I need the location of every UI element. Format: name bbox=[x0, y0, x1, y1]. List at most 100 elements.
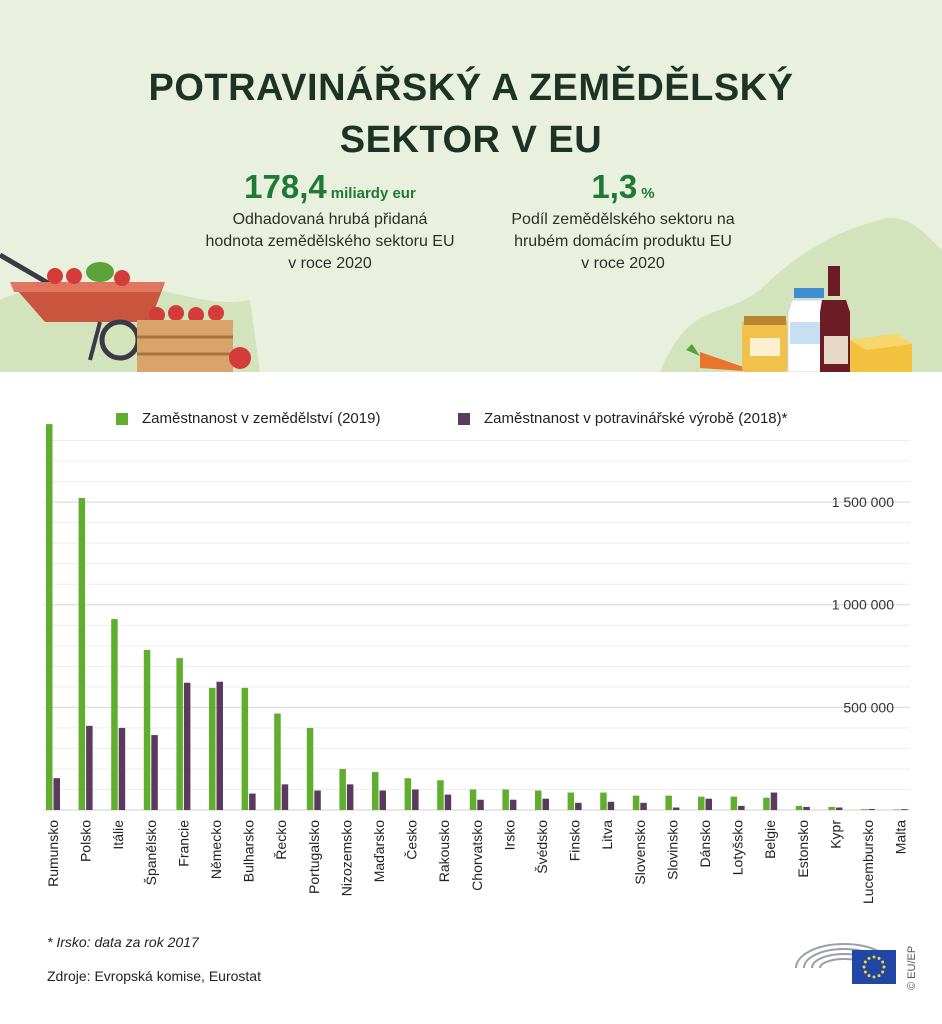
bar-food-1 bbox=[86, 725, 93, 810]
x-tick-label: Chorvatsko bbox=[469, 820, 485, 891]
bar-food-26 bbox=[901, 809, 908, 810]
source-note: Zdroje: Evropská komise, Eurostat bbox=[47, 968, 261, 984]
bar-food-9 bbox=[346, 784, 354, 810]
footnote: * Irsko: data za rok 2017 bbox=[47, 934, 199, 950]
bar-agriculture-21 bbox=[730, 796, 738, 810]
x-tick-label: Nizozemsko bbox=[338, 820, 354, 896]
x-tick-label: Belgie bbox=[762, 820, 778, 859]
bar-agriculture-8 bbox=[306, 727, 314, 810]
stat-gdp-unit: % bbox=[641, 185, 655, 202]
bar-food-12 bbox=[444, 794, 452, 810]
x-tick-label: Slovensko bbox=[632, 820, 648, 885]
bar-agriculture-5 bbox=[209, 687, 216, 810]
bar-food-10 bbox=[379, 790, 386, 810]
bar-agriculture-13 bbox=[469, 789, 477, 810]
stat-gva-unit: miliardy eur bbox=[330, 185, 416, 202]
x-tick-label: Lotyšsko bbox=[730, 820, 746, 875]
bar-agriculture-22 bbox=[763, 797, 770, 810]
bar-food-19 bbox=[672, 807, 680, 810]
legend-swatch-agriculture bbox=[116, 412, 128, 425]
apple-crate-illustration bbox=[137, 305, 251, 372]
header-illustrations bbox=[0, 217, 942, 372]
bar-food-6 bbox=[249, 793, 256, 810]
bar-agriculture-25 bbox=[861, 809, 868, 810]
eu-star bbox=[872, 955, 876, 959]
bar-food-4 bbox=[183, 682, 191, 810]
bar-food-24 bbox=[835, 807, 843, 810]
bar-agriculture-18 bbox=[632, 795, 640, 810]
x-tick-label: Slovinsko bbox=[664, 820, 680, 880]
employment-bar-chart: 500 000 1 000 000 1 500 000 Rumunsko Polsko… bbox=[44, 424, 910, 904]
x-tick-label: Malta bbox=[893, 820, 909, 854]
bar-food-7 bbox=[281, 784, 289, 810]
copyright-label: © EU/EP bbox=[906, 945, 918, 990]
bar-food-14 bbox=[509, 799, 517, 810]
x-tick-label: Maďarsko bbox=[371, 820, 387, 883]
bar-agriculture-19 bbox=[665, 795, 672, 810]
x-tick-label: Portugalsko bbox=[306, 820, 322, 894]
bar-agriculture-3 bbox=[143, 649, 151, 810]
eu-star bbox=[881, 970, 885, 974]
legend-item-agriculture: Zaměstnanost v zemědělství (2019) bbox=[116, 410, 380, 427]
bar-food-21 bbox=[738, 805, 745, 810]
x-tick-label: Polsko bbox=[78, 820, 94, 862]
bar-food-13 bbox=[477, 799, 484, 810]
wheelbarrow-illustration bbox=[0, 252, 165, 361]
bar-agriculture-2 bbox=[111, 619, 118, 810]
legend-label-food: Zaměstnanost v potravinářské výrobě (201… bbox=[484, 410, 788, 427]
eu-star bbox=[867, 956, 871, 960]
eu-star bbox=[881, 960, 885, 964]
bar-agriculture-23 bbox=[795, 805, 803, 810]
milk-bottle-illustration bbox=[787, 288, 827, 372]
bar-agriculture-4 bbox=[176, 658, 183, 810]
bar-food-22 bbox=[770, 792, 778, 810]
bar-agriculture-15 bbox=[535, 790, 542, 810]
bar-agriculture-1 bbox=[78, 498, 86, 810]
wine-bottle-illustration bbox=[820, 266, 850, 372]
stat-gdp-value: 1,3 bbox=[591, 168, 638, 205]
legend-label-agriculture: Zaměstnanost v zemědělství (2019) bbox=[142, 410, 381, 427]
x-tick-label: Estonsko bbox=[795, 820, 811, 878]
eu-star bbox=[863, 970, 867, 974]
ep-logo bbox=[795, 943, 896, 984]
chart-x-tick-labels: Rumunsko Polsko Itálie Španělsko Francie Něme… bbox=[45, 820, 909, 904]
bar-agriculture-0 bbox=[46, 424, 53, 810]
x-tick-label: Bulharsko bbox=[241, 820, 257, 882]
bar-food-17 bbox=[607, 801, 615, 810]
x-tick-label: Německo bbox=[208, 820, 224, 879]
eu-star bbox=[882, 965, 886, 969]
x-tick-label: Finsko bbox=[567, 820, 583, 861]
x-tick-label: Španělsko bbox=[143, 820, 159, 886]
stat-gross-value-added: 178,4 miliardy eur Odhadovaná hrubá přida… bbox=[180, 170, 480, 275]
eu-star bbox=[863, 960, 867, 964]
title-line-2: SEKTOR V EU bbox=[339, 119, 603, 161]
bar-agriculture-24 bbox=[828, 806, 835, 810]
bar-food-20 bbox=[705, 798, 712, 810]
x-tick-label: Francie bbox=[175, 820, 191, 867]
x-tick-label: Rumunsko bbox=[45, 820, 61, 887]
cheese-illustration bbox=[850, 334, 912, 372]
bar-food-0 bbox=[53, 778, 60, 810]
bar-food-16 bbox=[575, 802, 582, 810]
bar-agriculture-7 bbox=[274, 713, 281, 810]
bar-food-25 bbox=[868, 808, 875, 810]
bar-food-2 bbox=[118, 727, 126, 810]
bar-agriculture-10 bbox=[372, 772, 379, 810]
bar-food-8 bbox=[314, 790, 321, 810]
x-tick-label: Řecko bbox=[273, 820, 289, 860]
bar-agriculture-14 bbox=[502, 789, 509, 810]
honey-jar-illustration bbox=[742, 316, 788, 372]
x-tick-label: Česko bbox=[404, 820, 420, 860]
bar-food-23 bbox=[803, 806, 810, 810]
eu-star bbox=[877, 956, 881, 960]
page-title: POTRAVINÁŘSKÝ A ZEMĚDĚLSKÝ SEKTOR V EU bbox=[0, 62, 942, 166]
stat-gdp-description: Podíl zemědělského sektoru na hrubém dom… bbox=[511, 211, 735, 272]
x-tick-label: Dánsko bbox=[697, 820, 713, 868]
bar-agriculture-20 bbox=[698, 796, 705, 810]
header-banner: POTRAVINÁŘSKÝ A ZEMĚDĚLSKÝ SEKTOR V EU 1… bbox=[0, 0, 942, 372]
x-tick-label: Litva bbox=[599, 820, 615, 850]
title-line-1: POTRAVINÁŘSKÝ A ZEMĚDĚLSKÝ bbox=[148, 67, 794, 109]
bar-food-18 bbox=[640, 802, 647, 810]
x-tick-label: Lucembursko bbox=[860, 820, 876, 904]
y-tick-label: 1 500 000 bbox=[832, 494, 894, 510]
